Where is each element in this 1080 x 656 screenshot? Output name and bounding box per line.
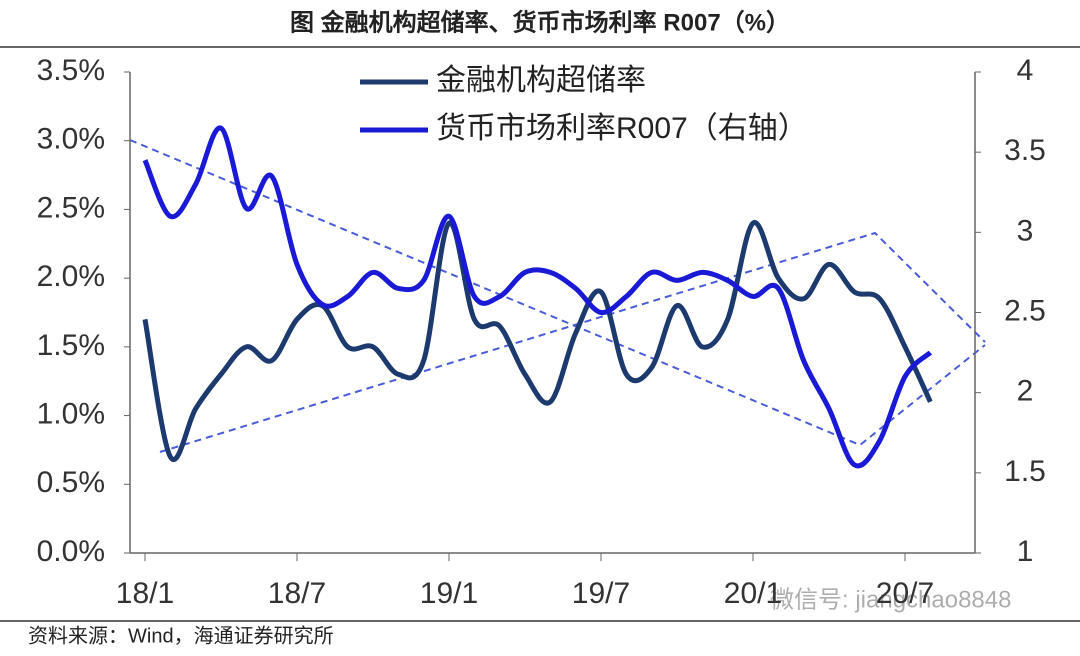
y-tick-label: 1.5% [37, 329, 105, 362]
trend-line-up [159, 231, 986, 453]
x-tick-label: 18/7 [268, 577, 326, 610]
legend-label: 金融机构超储率 [436, 64, 646, 97]
watermark: 微信号: jiangchao8848 [770, 586, 1011, 613]
x-tick-label: 20/7 [876, 577, 934, 610]
legend-label: 货币市场利率R007（右轴） [436, 112, 808, 145]
y2-tick-label: 3 [1017, 214, 1034, 247]
y-tick-label: 1.0% [37, 397, 105, 430]
x-tick-label: 19/7 [572, 577, 630, 610]
y-tick-label: 3.5% [37, 54, 105, 87]
x-tick-label: 19/1 [420, 577, 478, 610]
y-tick-label: 2.5% [37, 191, 105, 224]
y2-tick-label: 4 [1017, 54, 1034, 87]
source: 资料来源：Wind，海通证券研究所 [28, 624, 334, 647]
x-tick-label: 18/1 [116, 577, 174, 610]
y-tick-label: 0.0% [37, 535, 105, 568]
y2-tick-label: 2.5 [1004, 294, 1046, 327]
y-tick-label: 2.0% [37, 260, 105, 293]
chart-title: 图 金融机构超储率、货币市场利率 R007（%） [290, 8, 790, 36]
y-tick-label: 3.0% [37, 123, 105, 156]
series-line [142, 125, 933, 469]
x-tick-label: 20/1 [724, 577, 782, 610]
y2-tick-label: 2 [1017, 375, 1034, 408]
y2-tick-label: 1.5 [1004, 455, 1046, 488]
trend-lines [129, 139, 986, 453]
y-tick-label: 0.5% [37, 466, 105, 499]
y2-tick-label: 3.5 [1004, 134, 1046, 167]
series-line [142, 220, 933, 462]
y2-tick-label: 1 [1017, 535, 1034, 568]
